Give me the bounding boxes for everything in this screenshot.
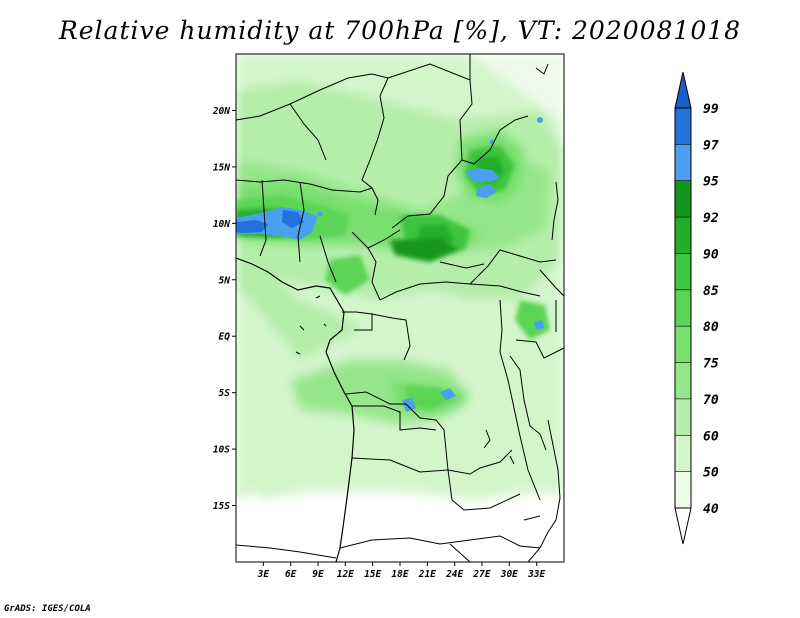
lat-tick-label: 10N [213, 219, 230, 230]
colorbar-segment [675, 398, 691, 436]
lon-tick-label: 15E [364, 569, 381, 580]
lat-tick-label: 5S [219, 388, 231, 399]
colorbar-label: 60 [703, 429, 719, 444]
lon-tick-label: 3E [257, 569, 270, 580]
colorbar-label: 40 [703, 502, 719, 517]
grads-credit: GrADS: IGES/COLA [4, 604, 91, 614]
colorbar-segment [675, 217, 691, 254]
lat-tick-label: 15S [213, 501, 230, 512]
humidity-field [236, 54, 564, 500]
colorbar-label: 80 [703, 320, 719, 335]
colorbar-segment [675, 362, 691, 399]
lat-tick-label: 20N [212, 106, 230, 117]
lon-tick-label: 33E [527, 569, 545, 580]
colorbar-label: 99 [703, 102, 719, 117]
lat-tick-label: 15N [213, 162, 230, 173]
lon-tick-label: 27E [472, 569, 490, 580]
colorbar-segment [675, 180, 691, 218]
lat-tick-label: 5N [219, 275, 231, 286]
lon-tick-label: 18E [391, 569, 408, 580]
lon-tick-label: 6E [285, 569, 297, 580]
colorbar-label: 97 [703, 138, 719, 153]
lon-tick-label: 30E [500, 569, 518, 580]
map-panel: 3E 6E 9E 12E 15E 18E 21E 24E 27E 30E 33E 20N 15N 10N… [212, 53, 565, 580]
colorbar-label: 85 [703, 284, 719, 299]
colorbar-label: 92 [703, 211, 719, 226]
longitude-axis: 3E 6E 9E 12E 15E 18E 21E 24E 27E 30E 33E [257, 562, 546, 580]
map-title: Relative humidity at 700hPa [%], VT: 202… [58, 16, 742, 45]
colorbar-top-arrow [674, 71, 692, 109]
colorbar-label: 95 [703, 175, 719, 190]
lon-tick-label: 12E [337, 569, 354, 580]
colorbar-label: 75 [703, 357, 719, 372]
colorbar-bottom-arrow [674, 507, 692, 545]
latitude-axis: 20N 15N 10N 5N EQ 5S 10S 15S [212, 106, 236, 512]
coastlines-borders [236, 54, 564, 562]
colorbar-segment [675, 108, 691, 145]
colorbar: 40 50 60 70 75 80 85 90 92 95 97 99 [674, 71, 719, 545]
colorbar-label: 50 [703, 466, 719, 481]
colorbar-label: 70 [703, 393, 719, 408]
colorbar-segment [675, 253, 691, 290]
lat-tick-label: EQ [219, 332, 231, 343]
lon-tick-label: 9E [312, 569, 324, 580]
colorbar-segment [675, 289, 691, 327]
colorbar-segment [675, 144, 691, 181]
lat-tick-label: 10S [213, 445, 230, 456]
colorbar-segment [675, 326, 691, 363]
lon-tick-label: 21E [418, 569, 436, 580]
lon-tick-label: 24E [445, 569, 463, 580]
colorbar-label: 90 [703, 247, 719, 262]
colorbar-segment [675, 471, 691, 508]
colorbar-segment [675, 435, 691, 472]
